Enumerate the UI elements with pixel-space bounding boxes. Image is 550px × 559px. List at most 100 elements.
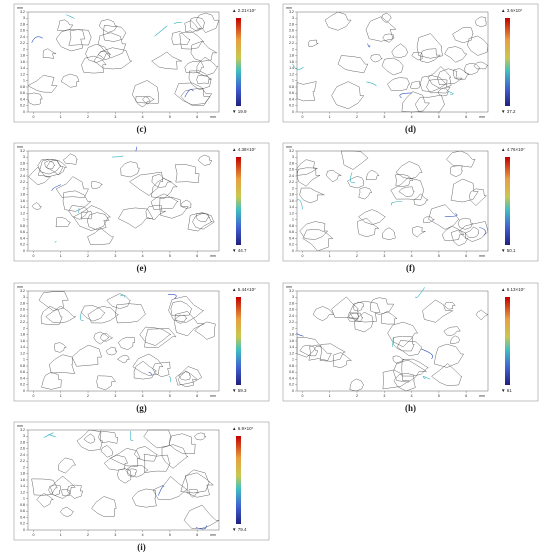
contour-line bbox=[63, 153, 78, 165]
contour-line bbox=[103, 24, 127, 42]
contour-line bbox=[431, 363, 462, 387]
contour-line bbox=[44, 160, 55, 170]
y-tick-label: 2.4 bbox=[20, 314, 25, 318]
contour-line bbox=[125, 465, 149, 478]
y-tick-label: 1.6 bbox=[20, 478, 25, 482]
y-tick-label: 0.4 bbox=[20, 376, 25, 380]
plot-area bbox=[27, 150, 220, 252]
y-tick-label: 2.4 bbox=[20, 35, 25, 39]
y-tick-label: 0.8 bbox=[20, 364, 25, 368]
contour-line bbox=[57, 19, 74, 31]
contour-line bbox=[196, 56, 219, 77]
y-tick-label: 0 bbox=[292, 249, 294, 253]
y-tick-label: 3 bbox=[23, 155, 25, 159]
contour-line bbox=[473, 61, 489, 70]
contour-line bbox=[159, 196, 189, 219]
y-tick-label: 2 bbox=[292, 326, 294, 330]
y-tick-label: 3.2 bbox=[20, 149, 25, 153]
contour-line bbox=[71, 344, 102, 367]
stress-line bbox=[112, 155, 124, 158]
y-tick-label: 1.6 bbox=[289, 199, 294, 203]
contour-line bbox=[391, 43, 409, 58]
stress-line bbox=[444, 213, 458, 217]
contour-line bbox=[413, 193, 429, 206]
contour-line bbox=[296, 337, 321, 358]
contour-line bbox=[428, 204, 460, 230]
x-tick-label: 1 bbox=[60, 254, 62, 258]
contour-line bbox=[139, 326, 172, 346]
contour-line bbox=[143, 429, 172, 449]
contour-line bbox=[144, 328, 177, 349]
contour-line bbox=[358, 209, 386, 225]
y-tick-label: 0.4 bbox=[289, 97, 294, 101]
y-tick-label: 3.2 bbox=[20, 10, 25, 14]
y-tick-label: 1.6 bbox=[20, 199, 25, 203]
contour-line bbox=[299, 221, 328, 240]
y-tick-label: 2.8 bbox=[289, 301, 294, 305]
y-tick-label: 2.6 bbox=[289, 168, 294, 172]
x-tick-label: 3 bbox=[114, 115, 116, 119]
y-tick-label: 0 bbox=[23, 528, 25, 532]
contour-line bbox=[452, 27, 474, 44]
y-tick-label: 1 bbox=[292, 218, 294, 222]
y-tick-label: 2 bbox=[23, 186, 25, 190]
panel-label: (g) bbox=[136, 403, 147, 413]
x-unit: mm bbox=[210, 394, 216, 398]
x-tick-label: 5 bbox=[438, 394, 440, 398]
contour-line bbox=[42, 48, 57, 59]
contour-line bbox=[175, 366, 203, 386]
y-tick-label: 2.6 bbox=[289, 29, 294, 33]
x-tick-label: 4 bbox=[142, 533, 144, 537]
stress-line bbox=[366, 81, 377, 87]
contour-line bbox=[450, 178, 479, 203]
contour-line bbox=[333, 352, 352, 368]
contour-line bbox=[85, 43, 110, 63]
y-tick-label: 2.2 bbox=[289, 320, 294, 324]
contour-line bbox=[437, 87, 450, 97]
y-tick-label: 2.4 bbox=[289, 314, 294, 318]
x-unit: mm bbox=[479, 254, 485, 258]
x-tick-label: 6 bbox=[465, 115, 467, 119]
stress-line bbox=[296, 199, 303, 210]
y-tick-label: 3.2 bbox=[289, 289, 294, 293]
x-tick-label: 4 bbox=[142, 254, 144, 258]
plot-area bbox=[27, 429, 220, 531]
y-tick-label: 1.4 bbox=[289, 345, 294, 349]
stress-line bbox=[184, 89, 194, 98]
contour-line bbox=[296, 159, 318, 176]
contour-line bbox=[416, 33, 443, 59]
stress-line bbox=[421, 348, 433, 360]
contour-line bbox=[174, 311, 205, 337]
contour-line bbox=[184, 60, 205, 74]
contour-line bbox=[98, 32, 127, 59]
contour-line bbox=[174, 82, 213, 106]
contour-line bbox=[115, 303, 146, 324]
contour-line bbox=[91, 496, 117, 517]
y-tick-label: 0.6 bbox=[289, 91, 294, 95]
y-tick-label: 1.8 bbox=[20, 54, 25, 58]
y-tick-label: 0.2 bbox=[289, 383, 294, 387]
colorbar bbox=[236, 436, 241, 524]
contour-line bbox=[192, 212, 215, 230]
y-tick-label: 0.2 bbox=[20, 383, 25, 387]
y-tick-label: 1.2 bbox=[20, 490, 25, 494]
contour-line bbox=[118, 207, 154, 229]
contour-line bbox=[370, 297, 395, 315]
y-tick-label: 1.4 bbox=[289, 205, 294, 209]
contour-line bbox=[80, 211, 93, 220]
contour-line bbox=[93, 47, 133, 70]
contour-line bbox=[426, 78, 451, 94]
contour-line bbox=[152, 476, 188, 500]
contour-line bbox=[48, 484, 61, 496]
y-tick-label: 0.4 bbox=[20, 236, 25, 240]
contour-line bbox=[49, 354, 75, 374]
panel-label: (i) bbox=[137, 542, 146, 552]
y-tick-label: 2 bbox=[23, 465, 25, 469]
y-unit: mm bbox=[17, 424, 23, 428]
contour-line bbox=[411, 51, 423, 61]
contour-line bbox=[443, 326, 461, 336]
contour-line bbox=[393, 335, 415, 352]
contour-line bbox=[395, 161, 423, 180]
contour-line bbox=[365, 169, 380, 181]
contour-line bbox=[457, 217, 473, 230]
